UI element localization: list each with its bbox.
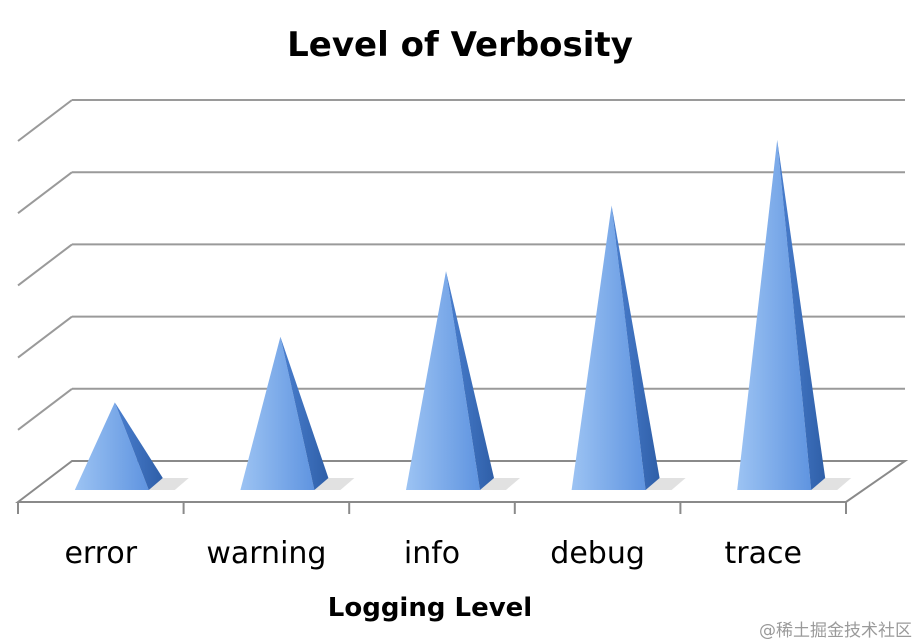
x-tick-label: info [404, 536, 460, 571]
gridline-diagonal [17, 315, 73, 359]
gridline-diagonal [17, 243, 73, 287]
pyramid-front-face [74, 402, 149, 490]
gridline-diagonal [17, 99, 73, 142]
pyramid-side-face [611, 205, 660, 491]
chart-title: Level of Verbosity [287, 25, 633, 65]
pyramid-bar-info [406, 271, 520, 490]
x-axis-label: Logging Level [328, 593, 532, 623]
x-tick-label: error [64, 536, 137, 571]
pyramid-bar-error [74, 402, 189, 490]
pyramid-side-face [446, 271, 494, 490]
pyramid-front-face [406, 271, 480, 490]
pyramid-series [74, 139, 852, 491]
watermark: @稀土掘金技术社区 [759, 621, 912, 641]
pyramid-bar-debug [571, 205, 686, 491]
pyramid-bar-trace [737, 139, 852, 490]
pyramid-bar-warning [240, 336, 355, 490]
x-axis-ticks: error warning info debug trace [17, 501, 847, 571]
gridline-diagonal [17, 388, 73, 431]
x-tick-label: trace [724, 536, 801, 571]
pyramid-side-face [777, 139, 826, 490]
pyramid-side-face [114, 402, 163, 490]
pyramid-front-face [571, 205, 646, 491]
pyramid-front-face [737, 139, 812, 490]
gridline-diagonal [17, 171, 73, 214]
pyramid-side-face [280, 336, 329, 490]
x-tick-label: debug [550, 536, 645, 571]
x-tick-label: warning [206, 536, 326, 571]
pyramid-front-face [240, 336, 315, 490]
